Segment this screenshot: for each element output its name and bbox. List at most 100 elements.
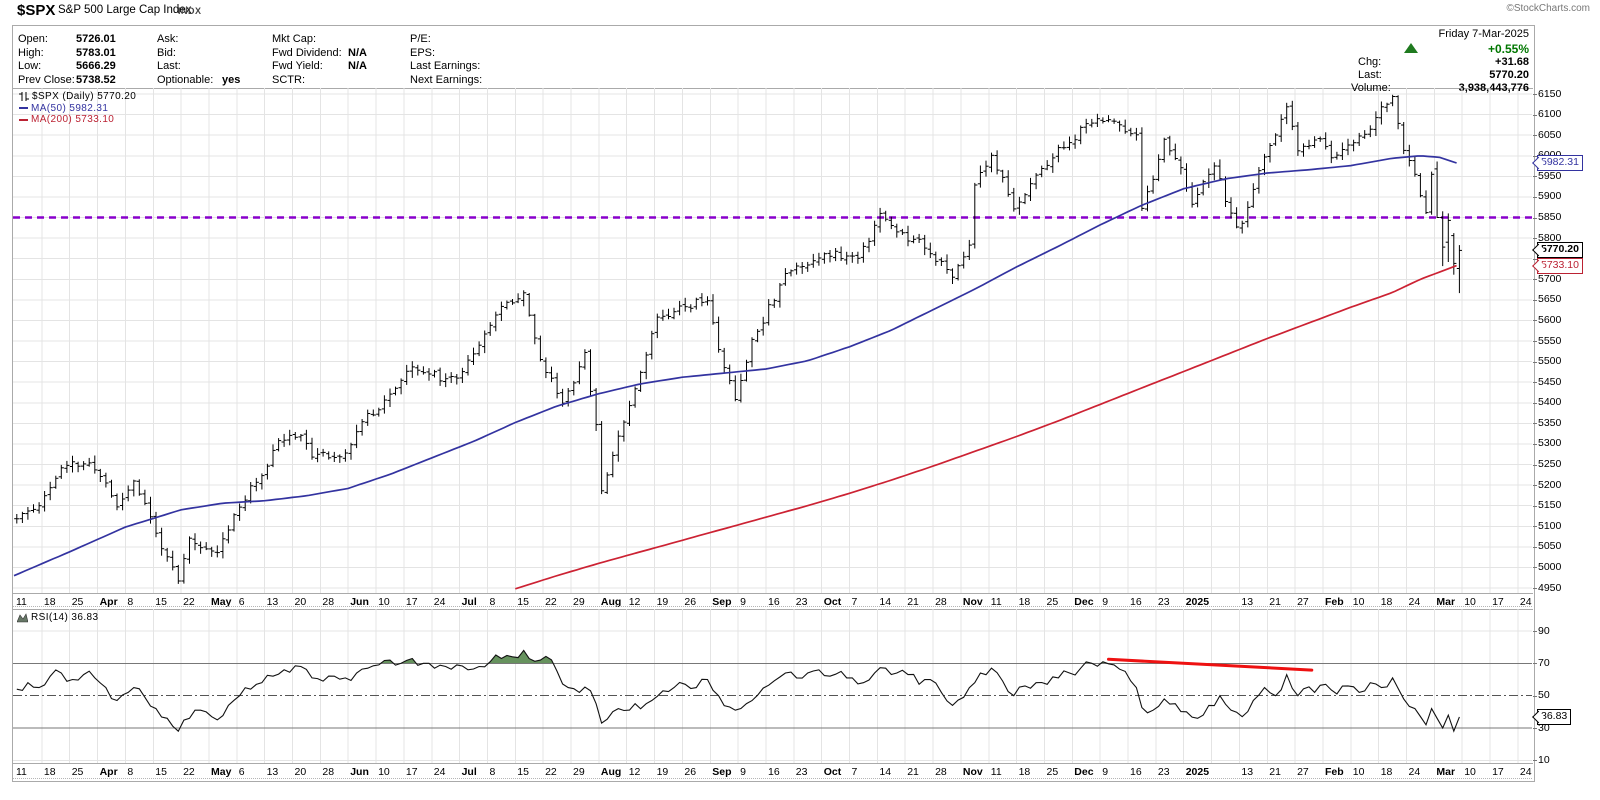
date-axis-label: 24 <box>1519 766 1532 778</box>
date-axis-label: 23 <box>1157 766 1170 778</box>
date-axis-label: 22 <box>183 766 195 778</box>
date-axis-label: 26 <box>684 766 697 778</box>
date-axis-label: 12 <box>628 766 641 778</box>
date-axis-label: Feb <box>1325 766 1344 778</box>
date-axis-label: 20 <box>294 766 307 778</box>
price-axis-label: 6100 <box>1538 108 1562 121</box>
ma200-line-swatch <box>19 118 28 121</box>
date-axis-label: 25 <box>71 596 84 608</box>
main-plot-bottom-border <box>12 593 1533 594</box>
quote-value-0-0: 5726.01 <box>76 33 116 45</box>
price-axis-label: 5050 <box>1538 540 1562 553</box>
date-axis-label: 9 <box>1102 766 1109 778</box>
price-axis-tick <box>1533 196 1537 198</box>
date-axis-label: 19 <box>656 596 669 608</box>
volume-value: 3,938,443,776 <box>1458 82 1529 94</box>
date-axis-label: 27 <box>1297 596 1309 608</box>
price-axis-label: 5600 <box>1538 313 1562 326</box>
date-axis-label: 21 <box>1269 596 1281 608</box>
price-axis-label: 5500 <box>1538 355 1562 368</box>
ohlc-bars-icon <box>19 92 29 102</box>
rsi-plot-bottom-border <box>12 763 1533 764</box>
date-axis-label: 21 <box>907 596 919 608</box>
date-axis-label: 16 <box>1130 766 1142 778</box>
symbol: $SPX <box>17 2 56 19</box>
quote-value-2-2: N/A <box>348 60 367 72</box>
date-axis-label: 28 <box>935 766 947 778</box>
rsi-axis-label: 50 <box>1538 689 1550 702</box>
price-axis-tick <box>1533 114 1537 116</box>
price-axis-label: 5900 <box>1538 190 1562 203</box>
date-axis-label: May <box>211 596 232 608</box>
date-axis-label: 17 <box>1492 766 1504 778</box>
date-axis-label: Dec <box>1074 766 1094 778</box>
legend-symbol-row: $SPX (Daily) 5770.20 <box>19 91 136 103</box>
price-axis-tick <box>1533 361 1537 363</box>
quote-label-0-0: Open: <box>18 33 48 45</box>
quote-value-1-3: yes <box>222 73 241 86</box>
date-axis-label: 8 <box>127 766 134 778</box>
quote-label-0-1: High: <box>18 46 44 59</box>
date-axis-label: 16 <box>1130 596 1142 608</box>
quote-date: Friday 7-Mar-2025 <box>1438 28 1529 40</box>
last-value: 5770.20 <box>1489 69 1529 81</box>
index-name: S&P 500 Large Cap Index <box>58 4 192 16</box>
price-axis-tick <box>1533 279 1537 281</box>
axis-tick-dots-main <box>13 606 1532 607</box>
rsi-axis-tick <box>1533 631 1537 632</box>
quote-value-2-1: N/A <box>348 46 367 59</box>
price-axis-label: 5700 <box>1538 272 1562 285</box>
date-axis-label: 2025 <box>1185 766 1210 778</box>
date-axis-label: 9 <box>740 766 746 778</box>
price-axis-tick <box>1533 155 1537 157</box>
price-tag-5770.20: 5770.20 <box>1537 242 1583 259</box>
date-axis-label: 24 <box>1408 596 1421 608</box>
date-axis-label: 18 <box>43 766 56 778</box>
price-axis-tick <box>1533 238 1537 240</box>
quote-label-1-0: Ask: <box>157 33 179 45</box>
price-axis-tick <box>1533 464 1537 466</box>
axis-tick-dots-rsi <box>13 778 1532 779</box>
date-axis-label: 10 <box>1352 596 1365 608</box>
rsi-axis-label: 10 <box>1538 753 1550 766</box>
price-axis-label: 6050 <box>1538 128 1562 141</box>
price-tag-5982.31: 5982.31 <box>1537 155 1583 171</box>
date-axis-label: 28 <box>322 596 335 608</box>
date-axis-label: 12 <box>628 596 641 608</box>
percent-change: +0.55% <box>1487 42 1529 56</box>
date-axis-label: 8 <box>489 766 496 778</box>
chg-label: Chg: <box>1358 56 1382 68</box>
date-axis-label: 6 <box>238 766 245 778</box>
rsi-legend-label: RSI(14) 36.83 <box>31 612 99 623</box>
indicator-area-icon <box>17 612 28 623</box>
date-axis-label: 25 <box>1046 596 1059 608</box>
price-axis-label: 5150 <box>1538 499 1562 512</box>
date-axis-label: Jun <box>350 596 369 608</box>
date-axis-label: 20 <box>294 596 307 608</box>
date-axis-label: 17 <box>405 596 418 608</box>
date-axis-label: 28 <box>322 766 335 778</box>
price-axis-tick <box>1533 402 1537 404</box>
price-axis-label: 5300 <box>1538 437 1562 450</box>
price-axis-tick <box>1533 258 1537 260</box>
date-axis-label: 28 <box>935 596 947 608</box>
date-axis-label: 10 <box>1464 596 1476 608</box>
date-axis-label: 9 <box>1102 596 1109 608</box>
date-axis-label: 13 <box>266 766 279 778</box>
date-axis-label: 24 <box>433 596 446 608</box>
date-axis-label: 10 <box>1352 766 1365 778</box>
quote-label-1-3: Optionable: <box>157 73 214 86</box>
legend-ma200-row: MA(200) 5733.10 <box>19 114 136 126</box>
legend-symbol-label: $SPX (Daily) 5770.20 <box>32 91 137 102</box>
date-axis-label: 26 <box>684 596 697 608</box>
price-axis-tick <box>1533 485 1537 487</box>
date-axis-label: 25 <box>1046 766 1059 778</box>
date-axis-label: 10 <box>1464 766 1476 778</box>
date-axis-label: 23 <box>795 766 808 778</box>
quote-label-2-0: Mkt Cap: <box>272 33 317 45</box>
price-axis-tick <box>1533 567 1537 569</box>
date-axis-label: Jun <box>350 766 369 778</box>
date-axis-label: Sep <box>712 596 732 608</box>
date-axis-label: 22 <box>545 766 557 778</box>
